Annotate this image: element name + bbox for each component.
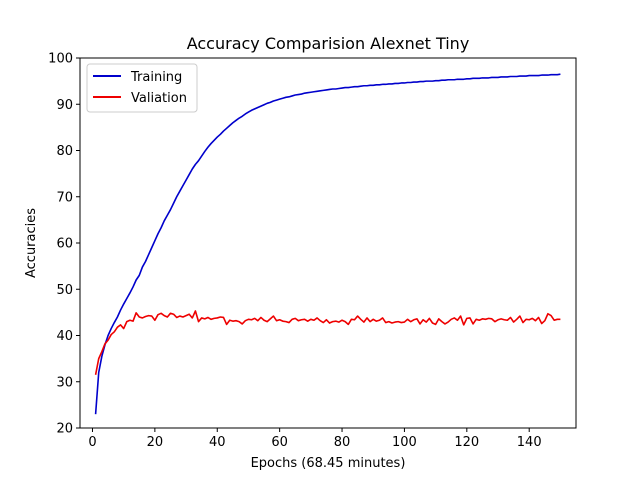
y-tick-label: 50 bbox=[56, 283, 73, 298]
x-tick-label: 20 bbox=[147, 435, 164, 450]
y-tick-label: 80 bbox=[56, 144, 73, 159]
y-tick-label: 90 bbox=[56, 98, 73, 113]
x-tick-label: 120 bbox=[454, 435, 479, 450]
x-tick-label: 140 bbox=[517, 435, 542, 450]
y-tick-label: 100 bbox=[48, 52, 73, 67]
y-tick-label: 70 bbox=[56, 190, 73, 205]
y-tick-label: 60 bbox=[56, 237, 73, 252]
x-tick-label: 40 bbox=[209, 435, 226, 450]
series-layer bbox=[94, 73, 561, 415]
y-axis: 20 30 40 50 60 70 80 90 100 bbox=[48, 52, 80, 437]
series-line-validation bbox=[94, 310, 561, 375]
legend-label-training: Training bbox=[130, 70, 182, 85]
legend-label-validation: Valiation bbox=[131, 91, 187, 106]
series-line-training bbox=[94, 73, 561, 415]
y-tick-label: 40 bbox=[56, 329, 73, 344]
x-tick-label: 60 bbox=[271, 435, 288, 450]
x-axis-label: Epochs (68.45 minutes) bbox=[251, 456, 406, 471]
x-tick-label: 80 bbox=[334, 435, 351, 450]
chart-title: Accuracy Comparision Alexnet Tiny bbox=[187, 34, 470, 53]
x-tick-label: 0 bbox=[88, 435, 96, 450]
legend: Training Valiation bbox=[86, 63, 198, 113]
y-tick-label: 20 bbox=[56, 422, 73, 437]
x-axis: 0 20 40 60 80 100 120 140 bbox=[88, 428, 542, 450]
x-tick-label: 100 bbox=[392, 435, 417, 450]
y-axis-label: Accuracies bbox=[24, 208, 39, 278]
y-tick-label: 30 bbox=[56, 375, 73, 390]
